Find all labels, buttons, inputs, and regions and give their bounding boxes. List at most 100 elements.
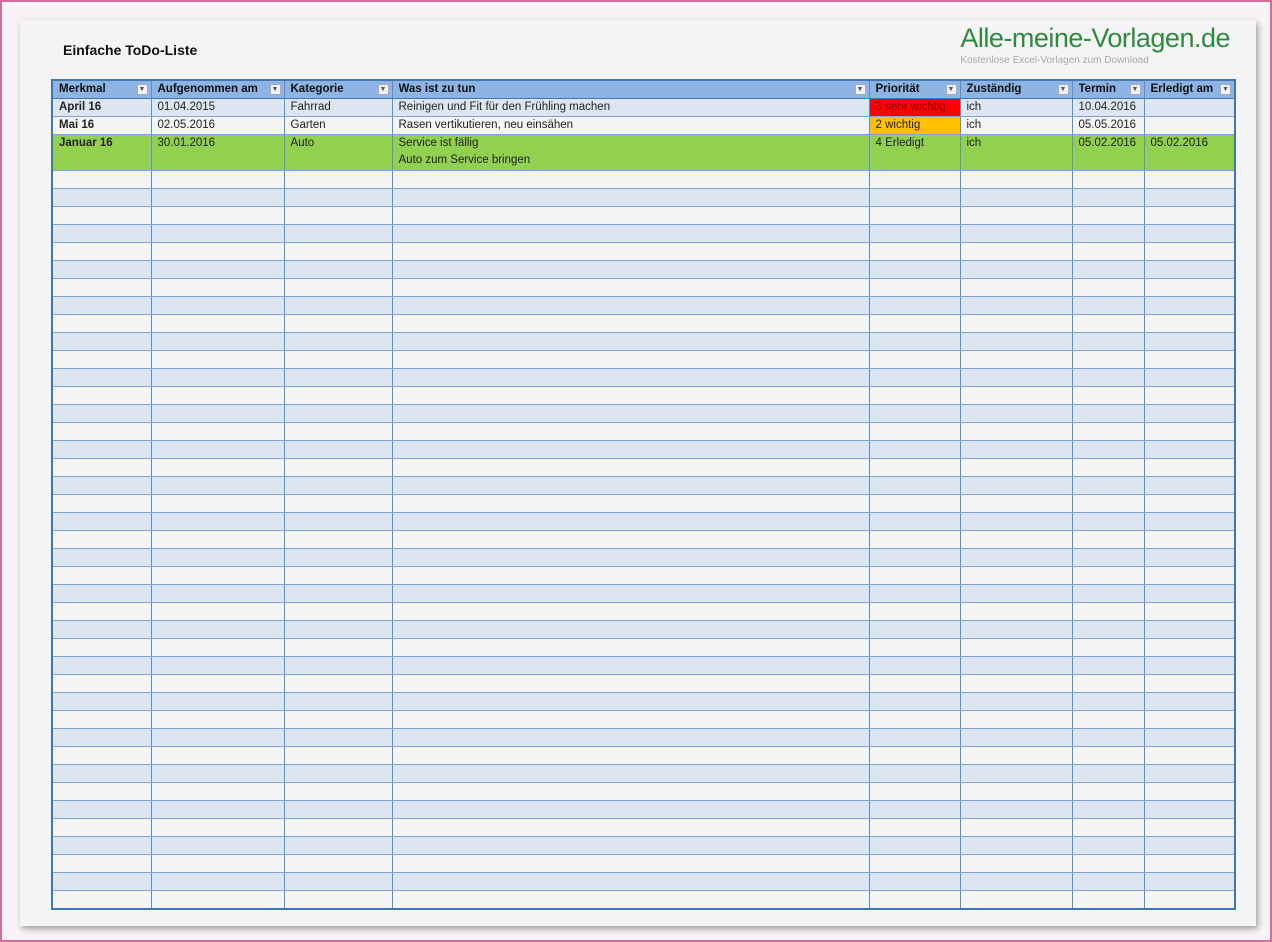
empty-cell[interactable] — [959, 584, 1073, 603]
empty-cell[interactable] — [1071, 206, 1145, 225]
empty-cell[interactable] — [283, 872, 393, 891]
empty-cell[interactable] — [868, 818, 961, 837]
empty-cell[interactable] — [391, 764, 870, 783]
empty-cell[interactable] — [391, 206, 870, 225]
empty-cell[interactable] — [1143, 746, 1236, 765]
empty-cell[interactable] — [1143, 512, 1236, 531]
empty-cell[interactable] — [868, 260, 961, 279]
filter-dropdown-icon[interactable]: ▼ — [854, 84, 866, 95]
empty-cell[interactable] — [283, 224, 393, 243]
empty-cell[interactable] — [868, 872, 961, 891]
empty-cell[interactable] — [283, 746, 393, 765]
empty-cell[interactable] — [959, 566, 1073, 585]
empty-cell[interactable] — [1143, 854, 1236, 873]
empty-cell[interactable] — [150, 512, 285, 531]
empty-cell[interactable] — [51, 170, 152, 189]
empty-cell[interactable] — [150, 476, 285, 495]
empty-cell[interactable] — [1071, 278, 1145, 297]
empty-cell[interactable] — [51, 458, 152, 477]
empty-cell[interactable] — [959, 746, 1073, 765]
cell-merkmal[interactable]: Mai 16 — [51, 116, 152, 135]
empty-cell[interactable] — [868, 620, 961, 639]
empty-cell[interactable] — [150, 368, 285, 387]
empty-cell[interactable] — [1143, 890, 1236, 909]
empty-cell[interactable] — [1143, 296, 1236, 315]
empty-cell[interactable] — [283, 260, 393, 279]
empty-cell[interactable] — [391, 800, 870, 819]
cell-merkmal[interactable]: Januar 16 — [51, 134, 152, 171]
empty-cell[interactable] — [283, 890, 393, 909]
empty-cell[interactable] — [1143, 692, 1236, 711]
empty-cell[interactable] — [868, 602, 961, 621]
empty-cell[interactable] — [150, 296, 285, 315]
empty-cell[interactable] — [1143, 836, 1236, 855]
empty-cell[interactable] — [868, 854, 961, 873]
empty-cell[interactable] — [391, 476, 870, 495]
empty-cell[interactable] — [1143, 476, 1236, 495]
cell-termin[interactable]: 05.02.2016 — [1071, 134, 1145, 171]
empty-cell[interactable] — [1071, 350, 1145, 369]
empty-cell[interactable] — [51, 404, 152, 423]
empty-cell[interactable] — [51, 278, 152, 297]
empty-cell[interactable] — [51, 746, 152, 765]
empty-cell[interactable] — [1071, 242, 1145, 261]
empty-cell[interactable] — [283, 422, 393, 441]
empty-cell[interactable] — [959, 476, 1073, 495]
empty-cell[interactable] — [868, 206, 961, 225]
empty-cell[interactable] — [391, 368, 870, 387]
empty-cell[interactable] — [391, 836, 870, 855]
empty-cell[interactable] — [391, 530, 870, 549]
empty-cell[interactable] — [1143, 170, 1236, 189]
empty-cell[interactable] — [51, 476, 152, 495]
empty-cell[interactable] — [51, 638, 152, 657]
empty-cell[interactable] — [1143, 242, 1236, 261]
empty-cell[interactable] — [150, 854, 285, 873]
cell-zustaendig[interactable]: ich — [959, 134, 1073, 171]
empty-cell[interactable] — [150, 206, 285, 225]
empty-cell[interactable] — [51, 422, 152, 441]
empty-cell[interactable] — [959, 188, 1073, 207]
empty-cell[interactable] — [868, 638, 961, 657]
empty-cell[interactable] — [1071, 620, 1145, 639]
empty-cell[interactable] — [959, 386, 1073, 405]
empty-cell[interactable] — [1143, 620, 1236, 639]
empty-cell[interactable] — [51, 818, 152, 837]
empty-cell[interactable] — [1071, 674, 1145, 693]
empty-cell[interactable] — [1143, 440, 1236, 459]
empty-cell[interactable] — [391, 188, 870, 207]
empty-cell[interactable] — [283, 620, 393, 639]
cell-termin[interactable]: 05.05.2016 — [1071, 116, 1145, 135]
empty-cell[interactable] — [959, 836, 1073, 855]
empty-cell[interactable] — [1071, 440, 1145, 459]
empty-cell[interactable] — [1071, 422, 1145, 441]
cell-aufgabe[interactable]: Service ist fällig Auto zum Service bring… — [391, 134, 870, 171]
empty-cell[interactable] — [868, 332, 961, 351]
empty-cell[interactable] — [959, 782, 1073, 801]
empty-cell[interactable] — [1143, 224, 1236, 243]
empty-cell[interactable] — [1143, 206, 1236, 225]
empty-cell[interactable] — [959, 224, 1073, 243]
empty-cell[interactable] — [959, 764, 1073, 783]
empty-cell[interactable] — [959, 728, 1073, 747]
empty-cell[interactable] — [1143, 638, 1236, 657]
empty-cell[interactable] — [283, 638, 393, 657]
empty-cell[interactable] — [959, 458, 1073, 477]
empty-cell[interactable] — [391, 404, 870, 423]
filter-dropdown-icon[interactable]: ▼ — [1129, 84, 1141, 95]
empty-cell[interactable] — [1071, 530, 1145, 549]
empty-cell[interactable] — [150, 278, 285, 297]
empty-cell[interactable] — [1071, 890, 1145, 909]
empty-cell[interactable] — [391, 674, 870, 693]
empty-cell[interactable] — [959, 656, 1073, 675]
empty-cell[interactable] — [51, 242, 152, 261]
empty-cell[interactable] — [1071, 872, 1145, 891]
empty-cell[interactable] — [150, 674, 285, 693]
empty-cell[interactable] — [51, 674, 152, 693]
empty-cell[interactable] — [1071, 476, 1145, 495]
empty-cell[interactable] — [283, 494, 393, 513]
empty-cell[interactable] — [391, 728, 870, 747]
empty-cell[interactable] — [283, 170, 393, 189]
empty-cell[interactable] — [150, 692, 285, 711]
empty-cell[interactable] — [1071, 836, 1145, 855]
empty-cell[interactable] — [1071, 512, 1145, 531]
